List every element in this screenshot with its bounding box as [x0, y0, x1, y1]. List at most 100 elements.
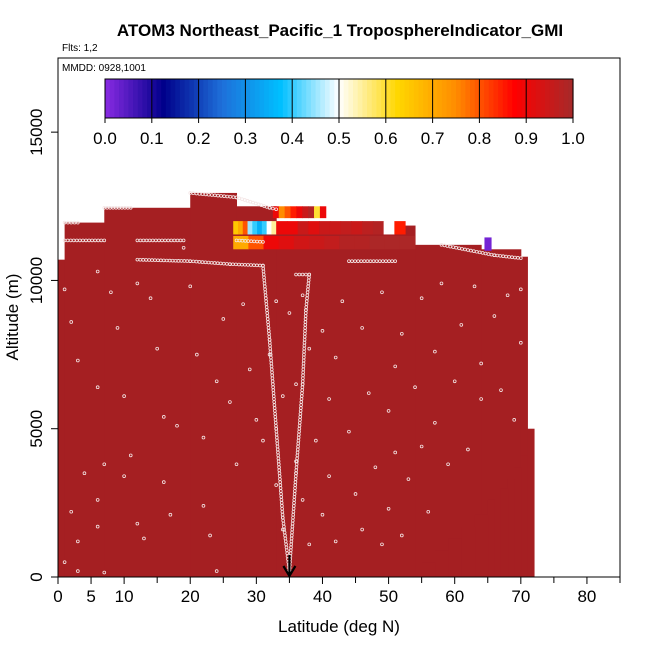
indicator-cell	[276, 221, 288, 235]
colorbar-segment	[165, 79, 172, 118]
curtain-column	[474, 514, 489, 577]
sample-point	[280, 394, 285, 398]
sample-point	[512, 418, 517, 422]
indicator-cell	[324, 235, 340, 250]
indicator-cell	[354, 235, 371, 250]
sample-point	[95, 385, 100, 389]
colorbar-segment	[451, 79, 457, 118]
indicator-cell	[383, 221, 395, 235]
sample-point	[247, 367, 252, 372]
sample-point	[155, 346, 159, 351]
sample-point	[201, 435, 206, 440]
sample-point	[280, 527, 285, 532]
indicator-cell	[314, 206, 321, 219]
colorbar-segment	[170, 79, 176, 118]
sample-point	[62, 560, 67, 564]
sample-point	[386, 506, 391, 511]
colorbar-segment	[189, 79, 195, 118]
sample-point	[254, 418, 259, 422]
y-tick-label: 10000	[27, 257, 46, 304]
curtain-column	[520, 256, 528, 577]
sample-point	[122, 394, 126, 398]
curtain-column	[520, 455, 528, 577]
flight-sample-point	[62, 220, 67, 225]
colorbar-tick-label: 0.5	[327, 129, 351, 148]
colorbar-segment	[502, 79, 509, 118]
colorbar-segment	[142, 79, 148, 118]
x-tick-label: 50	[379, 587, 398, 606]
x-tick-label: 60	[445, 587, 464, 606]
colorbar-tick-label: 0.1	[140, 129, 164, 148]
colorbar-segment	[105, 79, 111, 118]
sample-point	[519, 287, 523, 292]
sample-point	[320, 512, 325, 517]
curtain-column	[434, 550, 449, 577]
colorbar-segment	[119, 79, 125, 118]
colorbar-segment	[109, 79, 115, 118]
sample-point	[366, 391, 371, 395]
colorbar-segment	[343, 79, 349, 118]
colorbar-segment	[231, 79, 237, 118]
colorbar-segment	[184, 79, 190, 118]
sample-point	[373, 465, 378, 470]
curtain-column	[514, 467, 522, 577]
indicator-cell	[284, 206, 292, 219]
plot-frame	[57, 57, 621, 578]
sample-point	[69, 509, 74, 514]
colorbar-segment	[137, 79, 144, 118]
sample-point	[446, 462, 450, 467]
sample-point	[499, 388, 503, 392]
colorbar-segment	[287, 79, 293, 118]
colorbar-segment	[222, 79, 228, 118]
colorbar-segment	[399, 79, 406, 118]
indicator-cell	[266, 221, 272, 235]
sample-point	[115, 326, 120, 330]
sample-point	[175, 423, 179, 428]
sample-point	[433, 420, 437, 425]
colorbar-segment	[544, 79, 551, 118]
indicator-cell	[237, 221, 244, 235]
indicator-cell	[308, 221, 320, 235]
curtain-column	[415, 244, 482, 577]
x-tick-label: 20	[181, 587, 200, 606]
colorbar-tick-label: 0.7	[421, 129, 445, 148]
x-tick-label: 5	[86, 587, 95, 606]
sample-point	[95, 498, 100, 502]
colorbar-segment	[507, 79, 513, 118]
colorbar-segment	[558, 79, 565, 118]
colorbar-segment	[203, 79, 209, 118]
colorbar-tick-label: 0.3	[234, 129, 258, 148]
colorbar-segment	[390, 79, 396, 118]
curtain-column	[64, 222, 105, 577]
curtain-column	[527, 428, 535, 577]
colorbar: 0.0 0.1 0.2 0.3 0.4 0.5 0.6 0.7 0.8 0.9 1.0	[93, 78, 585, 148]
indicator-cell	[247, 221, 253, 235]
flight-sample-point	[519, 256, 523, 260]
colorbar-segment	[254, 79, 261, 118]
indicator-cell	[372, 221, 385, 235]
colorbar-segment	[549, 79, 555, 118]
colorbar-segment	[432, 79, 438, 118]
sample-point	[135, 521, 140, 526]
sample-point	[234, 462, 239, 467]
sample-point	[135, 281, 140, 286]
colorbar-segment	[236, 79, 242, 118]
indicator-cell	[263, 235, 280, 250]
indicator-cell	[399, 235, 416, 250]
colorbar-segment	[516, 79, 523, 118]
flight-sample-point	[76, 220, 80, 225]
sample-point	[466, 447, 470, 452]
colorbar-segment	[348, 79, 354, 118]
colorbar-segment	[385, 79, 392, 118]
sample-point	[161, 415, 166, 419]
sample-point	[360, 527, 364, 532]
curtain-column	[104, 207, 191, 578]
colorbar-segment	[175, 79, 181, 118]
y-tick-label: 0	[27, 572, 46, 581]
indicator-cell	[252, 221, 258, 235]
colorbar-segment	[292, 79, 298, 118]
colorbar-segment	[535, 79, 541, 118]
sample-point	[300, 293, 305, 298]
x-axis-label: Latitude (deg N)	[278, 617, 400, 636]
colorbar-segment	[193, 79, 200, 118]
